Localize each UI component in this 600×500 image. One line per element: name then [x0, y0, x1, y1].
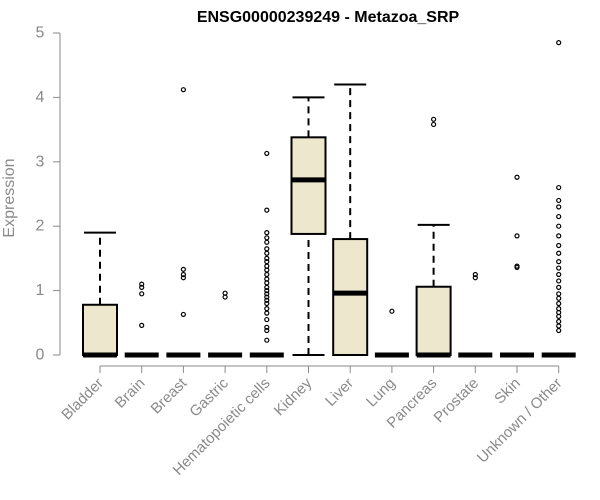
outlier-point: [264, 150, 270, 157]
y-tick-label: 2: [36, 218, 45, 235]
box-pancreas: [415, 116, 452, 358]
outlier-point: [264, 324, 270, 330]
outlier-point: [556, 271, 562, 278]
outlier-point: [264, 259, 270, 265]
outlier-point: [264, 246, 270, 252]
outlier-point: [139, 284, 145, 290]
outlier-point: [180, 266, 186, 272]
outlier-point: [264, 255, 270, 261]
boxes-group: [82, 40, 576, 358]
outlier-point: [556, 300, 562, 307]
x-tick-label: Breast: [148, 374, 191, 417]
y-tick-label: 1: [36, 282, 45, 299]
outlier-point: [556, 213, 562, 220]
outlier-point: [139, 291, 145, 297]
outlier-point: [556, 306, 562, 312]
outlier-point: [264, 294, 270, 300]
outlier-point: [472, 275, 478, 281]
outlier-point: [431, 116, 437, 122]
outlier-point: [264, 291, 270, 297]
outlier-point: [556, 40, 562, 46]
outlier-point: [180, 311, 186, 318]
y-tick-label: 0: [36, 347, 45, 364]
box-gastric: [208, 290, 243, 358]
outlier-point: [514, 233, 520, 239]
x-tick-label: Liver: [322, 375, 357, 410]
outlier-point: [556, 327, 562, 334]
outlier-point: [472, 271, 478, 278]
y-tick-label: 3: [36, 153, 45, 170]
box-breast: [166, 87, 201, 358]
outlier-point: [264, 306, 270, 312]
iqr-box: [332, 238, 369, 356]
outlier-point: [556, 265, 562, 271]
outlier-point: [556, 223, 562, 229]
outlier-point: [556, 197, 562, 204]
outlier-point: [264, 235, 270, 241]
outlier-point: [556, 323, 562, 329]
outlier-point: [264, 250, 270, 256]
outlier-point: [264, 230, 270, 236]
outlier-point: [264, 297, 270, 303]
box-skin: [500, 174, 534, 358]
y-axis-label: Expression: [1, 158, 18, 237]
iqr-box: [82, 303, 118, 357]
outlier-point: [556, 291, 562, 297]
y-axis: 0 1 2 3 4 5: [36, 25, 61, 364]
outlier-point: [556, 318, 562, 325]
outlier-point: [264, 316, 270, 323]
outlier-point: [180, 275, 186, 281]
x-tick-label: Bladder: [58, 375, 107, 424]
outlier-point: [431, 121, 437, 128]
iqr-box: [290, 136, 327, 235]
x-tick-label: Lung: [363, 375, 399, 411]
outlier-point: [139, 322, 145, 328]
box-prostate: [458, 271, 493, 358]
box-kidney: [290, 96, 327, 356]
y-tick-label: 4: [36, 89, 45, 106]
outlier-point: [556, 278, 562, 284]
outlier-point: [556, 295, 562, 301]
box-bladder: [82, 231, 118, 358]
x-tick-label: Kidney: [271, 374, 316, 419]
outlier-point: [180, 271, 186, 278]
outlier-point: [180, 87, 186, 93]
outlier-point: [264, 239, 270, 245]
outlier-point: [264, 327, 270, 334]
y-tick-label: 5: [36, 25, 45, 42]
outlier-point: [264, 337, 270, 343]
outlier-point: [556, 233, 562, 239]
outlier-point: [389, 308, 395, 314]
outlier-point: [514, 263, 520, 269]
outlier-point: [264, 310, 270, 316]
outlier-point: [556, 250, 562, 256]
x-tick-label: Skin: [491, 375, 524, 408]
box-liver: [332, 83, 369, 356]
box-hematopoietic-cells: [249, 150, 284, 358]
outlier-point: [264, 207, 270, 213]
chart-title: ENSG00000239249 - Metazoa_SRP: [197, 9, 460, 26]
iqr-box: [415, 285, 452, 356]
outlier-point: [264, 300, 270, 307]
outlier-point: [556, 204, 562, 210]
outlier-point: [556, 284, 562, 290]
x-tick-label: Brain: [112, 375, 149, 412]
box-brain: [124, 281, 159, 358]
outlier-point: [556, 242, 562, 249]
outlier-point: [556, 259, 562, 265]
box-lung: [374, 308, 409, 358]
outlier-point: [139, 281, 145, 287]
box-unknown-other: [541, 40, 576, 358]
outlier-point: [264, 271, 270, 278]
outlier-point: [514, 174, 520, 180]
outlier-point: [556, 184, 562, 191]
outlier-point: [222, 290, 228, 296]
x-tick-label: Prostate: [431, 375, 483, 427]
outlier-point: [264, 288, 270, 294]
